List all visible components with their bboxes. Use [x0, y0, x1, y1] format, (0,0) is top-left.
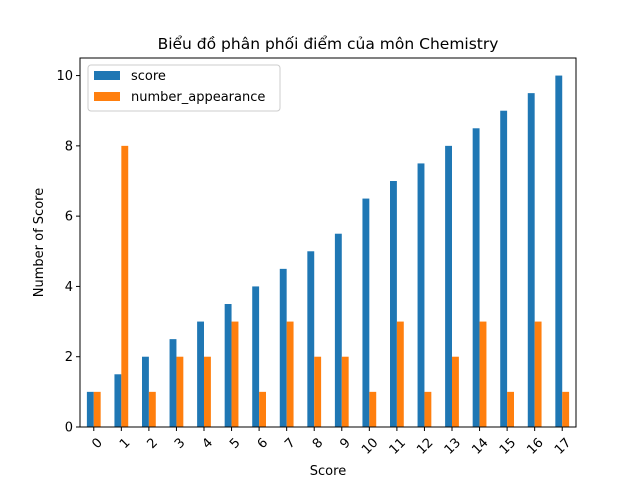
bar-score-6: [252, 286, 260, 427]
x-tick-label: 8: [310, 435, 326, 451]
bar-score-10: [362, 198, 370, 427]
bar-number-appearance-0: [93, 391, 101, 427]
x-tick-label: 13: [442, 435, 464, 457]
x-axis-title: Score: [310, 464, 346, 479]
bar-score-11: [390, 181, 397, 427]
x-axis: 0 1 2 3 4 5 6 7 8 9 10 11 12 13 14 15 16 17: [89, 427, 574, 458]
chart-title: Biểu đồ phân phối điểm của môn Chemistry: [158, 35, 499, 53]
bar-number-appearance-5: [231, 321, 239, 427]
x-tick-label: 9: [337, 435, 353, 451]
x-tick-label: 1: [117, 435, 133, 451]
y-tick-label: 0: [65, 421, 73, 436]
bar-score-13: [445, 145, 452, 427]
bar-score-3: [169, 339, 177, 427]
legend-swatch-number-appearance: [94, 92, 120, 101]
legend-swatch-score: [94, 71, 120, 80]
y-axis-title: Number of Score: [32, 188, 47, 297]
legend: score number_appearance: [87, 64, 281, 112]
plot-frame: [79, 57, 577, 428]
plot-area: [86, 75, 570, 428]
x-tick-label: 11: [387, 435, 409, 457]
bar-number-appearance-2: [148, 391, 156, 427]
legend-label-score: score: [131, 69, 166, 84]
bar-score-8: [307, 251, 315, 427]
y-axis: 0 2 4 6 8 10: [56, 69, 80, 436]
bar-number-appearance-7: [286, 321, 294, 427]
x-tick-label: 16: [524, 435, 546, 457]
bar-number-appearance-15: [507, 391, 514, 427]
bar-score-15: [500, 110, 508, 427]
x-tick-label: 7: [282, 435, 298, 451]
bar-score-1: [114, 374, 122, 427]
x-tick-label: 6: [255, 435, 271, 451]
y-tick-label: 6: [65, 210, 73, 225]
bar-score-7: [279, 268, 287, 427]
x-tick-label: 4: [200, 435, 216, 451]
bar-number-appearance-4: [204, 356, 211, 427]
x-tick-label: 3: [172, 435, 188, 451]
bar-number-appearance-9: [341, 356, 349, 427]
bar-score-12: [417, 163, 425, 427]
bar-score-14: [472, 128, 480, 428]
x-tick-label: 2: [144, 435, 160, 451]
y-tick-label: 8: [65, 139, 73, 154]
bar-score-9: [334, 233, 342, 427]
bar-score-2: [142, 356, 149, 427]
x-tick-label: 17: [552, 435, 574, 457]
bar-number-appearance-3: [176, 356, 184, 427]
bar-number-appearance-17: [562, 391, 570, 427]
y-tick-label: 2: [65, 350, 73, 365]
x-tick-label: 12: [414, 435, 436, 457]
legend-label-number-appearance: number_appearance: [131, 90, 265, 105]
x-tick-label: 0: [89, 435, 105, 451]
x-tick-label: 10: [359, 435, 381, 457]
bar-number-appearance-1: [121, 145, 129, 427]
bar-number-appearance-16: [534, 321, 542, 427]
bar-score-16: [527, 93, 535, 428]
bar-number-appearance-8: [314, 356, 322, 427]
y-tick-label: 10: [56, 69, 73, 84]
bar-number-appearance-14: [479, 321, 487, 427]
x-tick-label: 15: [497, 435, 519, 457]
bar-number-appearance-6: [259, 391, 266, 427]
legend-box: [87, 64, 281, 112]
bar-number-appearance-11: [396, 321, 404, 427]
bar-number-appearance-10: [369, 391, 377, 427]
bar-score-4: [197, 321, 204, 427]
x-tick-label: 5: [227, 435, 243, 451]
x-tick-label: 14: [469, 435, 491, 457]
bar-score-5: [224, 304, 232, 427]
bar-score-17: [555, 75, 563, 428]
bar-number-appearance-12: [424, 391, 432, 427]
y-tick-label: 4: [65, 280, 73, 295]
bar-score-0: [86, 391, 94, 427]
bar-number-appearance-13: [452, 356, 459, 427]
